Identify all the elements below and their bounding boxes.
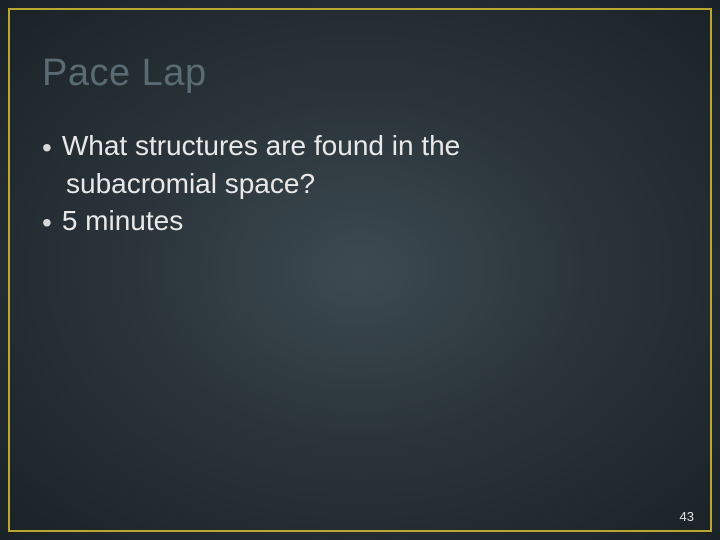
bullet-item: • 5 minutes <box>42 203 660 241</box>
slide-body: • What structures are found in the subac… <box>42 128 660 241</box>
bullet-text: 5 minutes <box>62 203 183 239</box>
page-number: 43 <box>680 509 694 524</box>
bullet-continuation: subacromial space? <box>66 166 660 202</box>
slide-title: Pace Lap <box>42 52 207 95</box>
bullet-marker: • <box>42 130 52 166</box>
bullet-text: What structures are found in the <box>62 128 460 164</box>
bullet-marker: • <box>42 205 52 241</box>
bullet-item: • What structures are found in the <box>42 128 660 166</box>
